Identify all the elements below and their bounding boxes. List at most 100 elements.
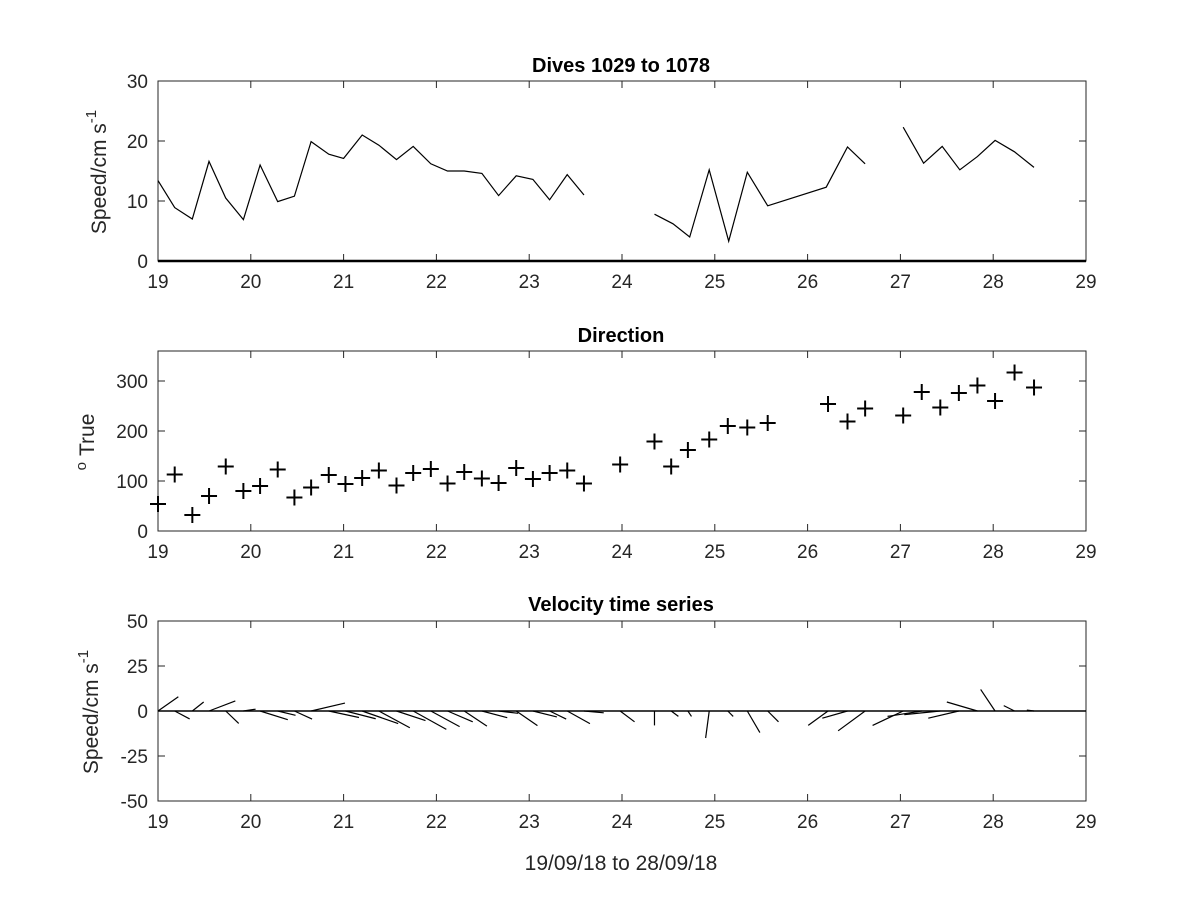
svg-text:oTrue: o True: [73, 414, 99, 471]
direction-panel-ylabel-prefix: o: [73, 462, 90, 470]
direction-point: [235, 483, 252, 499]
direction-point: [739, 419, 756, 436]
velocity-vector: [430, 710, 460, 728]
speed-panel-ylabel-text: Speed/cm s: [88, 123, 111, 234]
direction-point: [969, 377, 986, 394]
velocity-xtick-label: 28: [983, 812, 1004, 833]
direction-point: [857, 400, 874, 417]
velocity-ytick-label: -50: [121, 792, 148, 813]
direction-point: [405, 465, 422, 481]
speed-xtick-label: 26: [797, 272, 818, 293]
direction-point: [354, 470, 371, 486]
velocity-vector: [837, 710, 866, 732]
velocity-vector: [378, 710, 411, 729]
velocity-ytick-label: -25: [121, 747, 148, 768]
velocity-vector: [746, 710, 761, 733]
direction-point: [913, 384, 930, 400]
direction-xtick-label: 22: [426, 542, 447, 563]
speed-xtick-label: 29: [1075, 272, 1096, 293]
velocity-vector: [946, 701, 978, 712]
direction-point: [1006, 364, 1023, 381]
velocity-vector: [328, 710, 360, 719]
velocity-panel-ylabel: Speed/cm s-1: [75, 650, 103, 774]
velocity-vector: [277, 710, 296, 716]
direction-xtick-label: 25: [704, 542, 725, 563]
velocity-vector: [566, 710, 591, 725]
velocity-vector: [259, 710, 288, 721]
velocity-ytick-label: 25: [127, 657, 148, 678]
velocity-vector: [727, 710, 734, 717]
velocity-vector: [294, 710, 313, 720]
direction-point: [286, 489, 303, 506]
speed-ytick-label: 0: [137, 252, 148, 273]
speed-series-segment-0: [157, 134, 585, 221]
velocity-vector: [1026, 709, 1035, 712]
velocity-vector: [191, 701, 205, 712]
direction-point: [150, 496, 166, 512]
velocity-vector: [670, 710, 679, 717]
velocity-xtick-label: 24: [611, 812, 633, 833]
direction-xtick-label: 20: [240, 542, 261, 563]
velocity-xtick-label: 29: [1075, 812, 1096, 833]
direction-panel: Direction o True 19 20 21 22 23 24 25 26 27 28 29 0 1…: [73, 325, 1097, 563]
direction-point: [217, 458, 234, 475]
velocity-vector: [310, 702, 346, 712]
direction-xtick-label: 21: [333, 542, 354, 563]
velocity-vector: [980, 689, 996, 712]
direction-point: [439, 475, 456, 492]
direction-point: [388, 477, 405, 494]
velocity-vector: [412, 710, 447, 730]
direction-point: [490, 475, 507, 491]
direction-point: [422, 461, 439, 477]
direction-point: [337, 476, 354, 492]
velocity-vector: [447, 710, 473, 723]
direction-ytick-label: 0: [137, 522, 148, 543]
velocity-vector: [498, 710, 519, 714]
direction-point: [612, 456, 629, 473]
velocity-vector: [928, 710, 960, 719]
direction-ytick-label: 300: [116, 372, 148, 393]
direction-panel-ylabel: o True: [73, 414, 99, 471]
direction-point: [320, 467, 337, 483]
speed-panel-ylabel: Speed/cm s-1: [83, 110, 111, 234]
direction-xtick-label: 23: [519, 542, 540, 563]
velocity-ytick-label: 0: [137, 702, 148, 723]
direction-point: [987, 393, 1004, 409]
velocity-vector: [243, 708, 256, 712]
direction-xtick-label: 26: [797, 542, 818, 563]
direction-point: [701, 431, 718, 448]
direction-point: [252, 478, 269, 494]
speed-xtick-label: 19: [147, 272, 168, 293]
direction-point: [303, 479, 320, 496]
velocity-xtick-label: 27: [890, 812, 911, 833]
velocity-vector: [515, 710, 538, 727]
direction-point: [473, 470, 490, 487]
direction-point: [201, 488, 218, 504]
direction-point: [646, 433, 663, 450]
velocity-vector: [481, 710, 508, 719]
speed-panel-ylabel-sup: -1: [83, 110, 100, 123]
velocity-vector: [396, 710, 426, 722]
velocity-vector: [687, 710, 692, 717]
direction-xtick-label: 28: [983, 542, 1004, 563]
direction-point: [679, 442, 696, 458]
direction-point: [269, 461, 286, 478]
velocity-panel: Velocity time series Speed/cm s-1 19/09/…: [75, 594, 1097, 875]
direction-point: [663, 458, 680, 475]
direction-point: [559, 462, 576, 479]
velocity-vector: [583, 710, 604, 714]
velocity-panel-ylabel-text: Speed/cm s: [80, 663, 103, 774]
velocity-vector: [208, 700, 236, 712]
direction-point: [370, 462, 387, 479]
velocity-vector: [807, 710, 829, 726]
velocity-vector: [157, 696, 179, 712]
direction-point: [166, 466, 183, 483]
speed-xtick-label: 20: [240, 272, 261, 293]
speed-series-segment-1: [654, 146, 866, 244]
velocity-vector: [1003, 705, 1015, 712]
direction-point: [719, 418, 736, 434]
direction-point: [184, 507, 201, 523]
speed-series-segment-2: [902, 126, 1035, 171]
